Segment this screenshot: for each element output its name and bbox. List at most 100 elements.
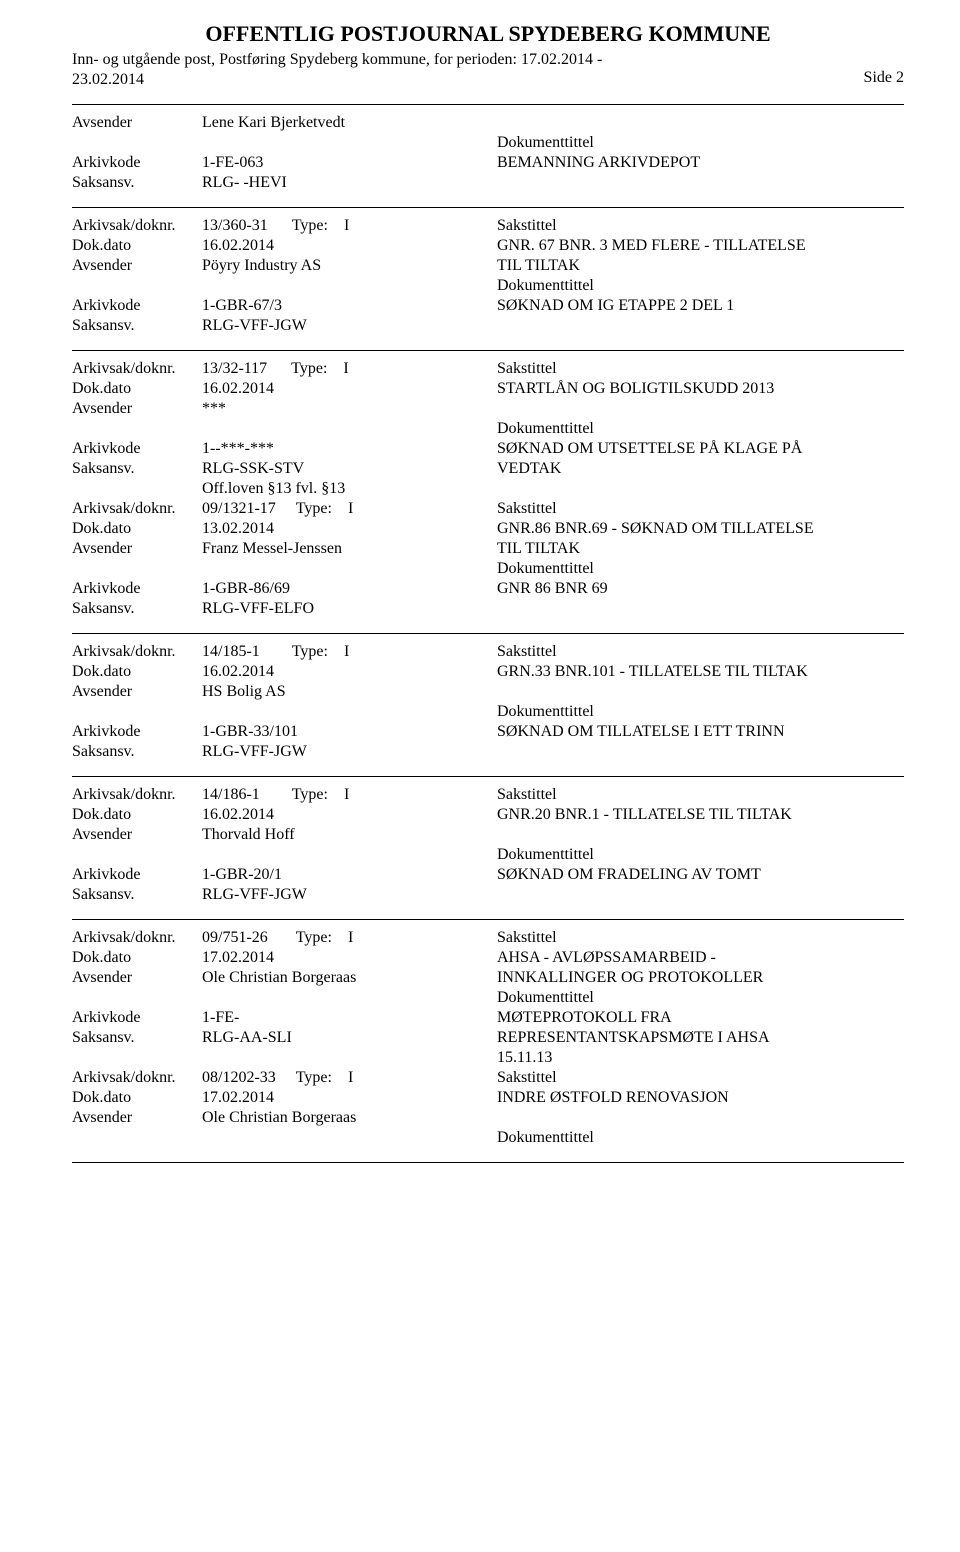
row-label [72,1128,202,1148]
row-label [72,845,202,865]
row-description [497,113,904,133]
row-label [72,276,202,296]
entry-row: Saksansv.RLG-AA-SLIREPRESENTANTSKAPSMØTE… [72,1028,904,1048]
row-value: 1-FE-063 [202,153,497,173]
row-label: Arkivkode [72,865,202,885]
row-description: Dokumenttittel [497,702,904,722]
row-description: 15.11.13 [497,1048,904,1068]
entry-row: Arkivsak/doknr.09/751-26 Type: ISakstitt… [72,928,904,948]
row-label: Arkivsak/doknr. [72,499,202,519]
row-value: Pöyry Industry AS [202,256,497,276]
row-label: Arkivsak/doknr. [72,642,202,662]
row-value: Franz Messel-Jenssen [202,539,497,559]
row-label: Arkivkode [72,579,202,599]
row-label: Arkivkode [72,1008,202,1028]
page-title: OFFENTLIG POSTJOURNAL SPYDEBERG KOMMUNE [72,20,904,48]
row-label: Avsender [72,825,202,845]
entry-row: Arkivkode1-GBR-86/69GNR 86 BNR 69 [72,579,904,599]
row-label: Dok.dato [72,379,202,399]
row-description: VEDTAK [497,459,904,479]
row-value: HS Bolig AS [202,682,497,702]
row-description: Dokumenttittel [497,276,904,296]
entry-row: Dokumenttittel [72,988,904,1008]
row-value: 1--***-*** [202,439,497,459]
row-label: Saksansv. [72,316,202,336]
journal-entry: Arkivsak/doknr.13/32-117 Type: ISakstitt… [72,359,904,619]
row-label: Avsender [72,399,202,419]
row-description: GRN.33 BNR.101 - TILLATELSE TIL TILTAK [497,662,904,682]
row-label: Dok.dato [72,948,202,968]
row-value [202,1128,497,1148]
row-value: 16.02.2014 [202,662,497,682]
row-value: 16.02.2014 [202,236,497,256]
entry-row: Arkivsak/doknr.09/1321-17 Type: ISakstit… [72,499,904,519]
row-description: SØKNAD OM FRADELING AV TOMT [497,865,904,885]
entry-row: Saksansv.RLG-VFF-JGW [72,316,904,336]
row-label [72,559,202,579]
entry-row: Dok.dato16.02.2014GNR.20 BNR.1 - TILLATE… [72,805,904,825]
row-label: Dok.dato [72,1088,202,1108]
row-value [202,559,497,579]
row-value [202,133,497,153]
row-value: 09/751-26 Type: I [202,928,497,948]
row-value: 14/186-1 Type: I [202,785,497,805]
row-value: 13/360-31 Type: I [202,216,497,236]
entry-row: AvsenderHS Bolig AS [72,682,904,702]
entry-row: 15.11.13 [72,1048,904,1068]
row-label: Saksansv. [72,173,202,193]
row-description: Dokumenttittel [497,419,904,439]
row-value: Off.loven §13 fvl. §13 [202,479,497,499]
row-description: INNKALLINGER OG PROTOKOLLER [497,968,904,988]
entry-row: Arkivsak/doknr.14/186-1 Type: ISakstitte… [72,785,904,805]
row-label: Dok.dato [72,519,202,539]
row-label: Saksansv. [72,459,202,479]
entries-list: AvsenderLene Kari BjerketvedtDokumenttit… [72,113,904,1163]
row-label: Saksansv. [72,599,202,619]
row-value: 1-GBR-86/69 [202,579,497,599]
row-description: Sakstittel [497,499,904,519]
row-value: RLG-VFF-JGW [202,885,497,905]
divider [72,207,904,208]
row-description: Dokumenttittel [497,845,904,865]
entry-row: AvsenderPöyry Industry ASTIL TILTAK [72,256,904,276]
entry-row: Dok.dato17.02.2014INDRE ØSTFOLD RENOVASJ… [72,1088,904,1108]
entry-row: Saksansv.RLG-VFF-ELFO [72,599,904,619]
row-label [72,479,202,499]
entry-row: Dok.dato16.02.2014STARTLÅN OG BOLIGTILSK… [72,379,904,399]
entry-row: Dokumenttittel [72,845,904,865]
entry-row: Dok.dato16.02.2014GNR. 67 BNR. 3 MED FLE… [72,236,904,256]
entry-row: Arkivsak/doknr.13/360-31 Type: ISakstitt… [72,216,904,236]
row-value: 17.02.2014 [202,1088,497,1108]
row-label [72,988,202,1008]
entry-row: Dokumenttittel [72,419,904,439]
row-value: 09/1321-17 Type: I [202,499,497,519]
row-description: Dokumenttittel [497,559,904,579]
row-label [72,702,202,722]
journal-entry: Arkivsak/doknr.14/186-1 Type: ISakstitte… [72,785,904,905]
row-label [72,419,202,439]
entry-row: Dokumenttittel [72,1128,904,1148]
row-description [497,316,904,336]
row-value: Ole Christian Borgeraas [202,968,497,988]
row-description: GNR.86 BNR.69 - SØKNAD OM TILLATELSE [497,519,904,539]
row-description [497,1108,904,1128]
row-label: Saksansv. [72,742,202,762]
entry-row: AvsenderOle Christian BorgeraasINNKALLIN… [72,968,904,988]
row-label: Arkivsak/doknr. [72,1068,202,1088]
row-description [497,599,904,619]
entry-row: Dok.dato16.02.2014GRN.33 BNR.101 - TILLA… [72,662,904,682]
entry-row: Saksansv.RLG-SSK-STVVEDTAK [72,459,904,479]
row-description [497,399,904,419]
entry-row: AvsenderFranz Messel-JenssenTIL TILTAK [72,539,904,559]
row-value [202,1048,497,1068]
row-description: Dokumenttittel [497,133,904,153]
entry-row: Arkivsak/doknr.13/32-117 Type: ISakstitt… [72,359,904,379]
divider [72,104,904,105]
page-number: Side 2 [864,50,904,88]
row-description: SØKNAD OM IG ETAPPE 2 DEL 1 [497,296,904,316]
row-value: Lene Kari Bjerketvedt [202,113,497,133]
entry-row: Arkivsak/doknr.08/1202-33 Type: ISakstit… [72,1068,904,1088]
row-description [497,885,904,905]
entry-row: Arkivkode1-GBR-33/101SØKNAD OM TILLATELS… [72,722,904,742]
row-value [202,419,497,439]
